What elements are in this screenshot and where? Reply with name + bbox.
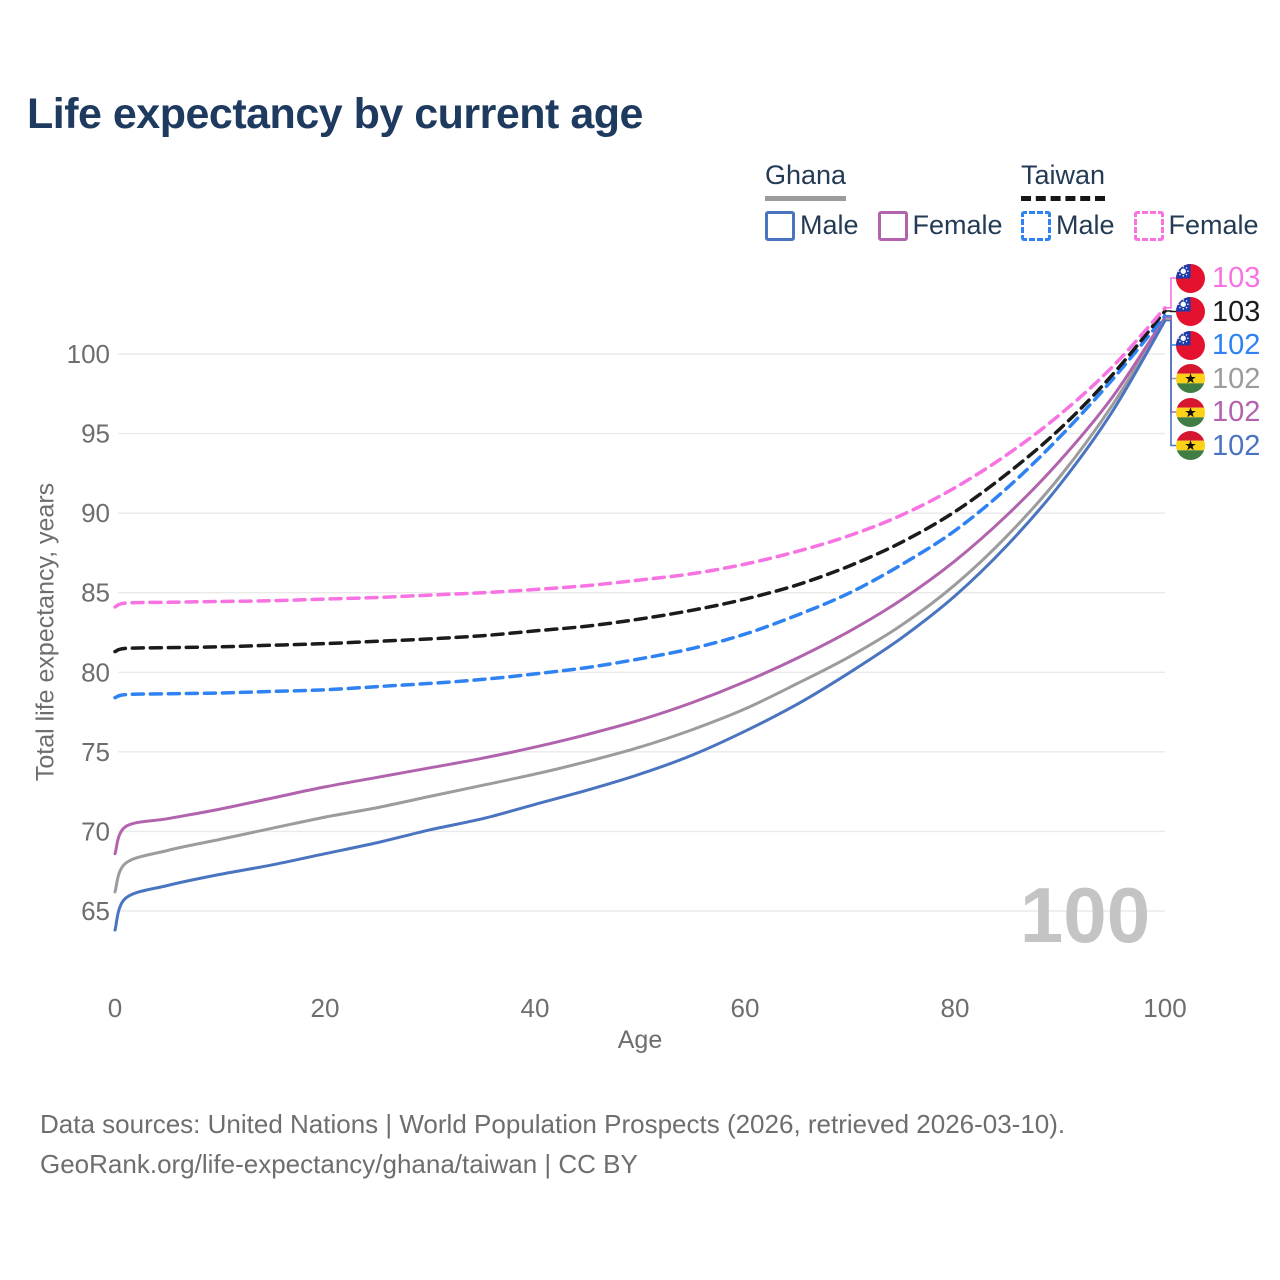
legend-swatch-taiwan-male[interactable] [1021, 210, 1051, 241]
series-line-ghana_male[interactable] [113, 319, 1167, 932]
taiwan-flag-icon [1176, 330, 1205, 360]
end-label-ghana_female: 102 [1176, 397, 1260, 427]
x-tick-label: 100 [1143, 993, 1186, 1023]
y-tick-label: 95 [81, 419, 110, 449]
legend-group-ghana: Ghana Male Female [765, 160, 1022, 241]
end-label-value: 102 [1212, 362, 1261, 395]
legend-row-taiwan: Male Female [1021, 210, 1278, 241]
x-tick-label: 80 [941, 993, 970, 1023]
taiwan-flag-icon [1176, 297, 1205, 326]
legend-label-ghana-female[interactable]: Female [912, 210, 1003, 240]
footer-attribution-line: GeoRank.org/life-expectancy/ghana/taiwan… [40, 1149, 638, 1179]
end-label-taiwan_female: 103 [1176, 263, 1260, 293]
series-line-taiwan_female[interactable] [113, 306, 1167, 609]
ghana-flag-icon [1176, 431, 1205, 460]
y-tick-label: 90 [81, 498, 110, 528]
end-label-ghana_male: 102 [1176, 431, 1260, 461]
end-label-value: 103 [1212, 262, 1261, 294]
end-label-taiwan_male: 102 [1176, 330, 1260, 360]
series-line-ghana_female[interactable] [113, 315, 1167, 856]
legend-group-taiwan: Taiwan Male Female [1021, 160, 1278, 241]
x-tick-label: 0 [108, 993, 122, 1023]
age-cursor-watermark: 100 [1019, 871, 1151, 959]
y-tick-label: 85 [81, 578, 110, 608]
ghana-flag-icon [1176, 397, 1205, 427]
y-tick-label: 100 [67, 339, 110, 369]
x-tick-label: 40 [521, 993, 550, 1023]
y-tick-label: 80 [81, 657, 110, 687]
end-label-ghana: 102 [1176, 364, 1260, 394]
end-label-value: 102 [1212, 429, 1261, 462]
legend: Ghana Male Female Taiwan Male Female [0, 160, 1280, 241]
x-axis-title: Age [617, 1026, 663, 1054]
y-tick-label: 70 [81, 816, 110, 846]
legend-swatch-ghana-male[interactable] [765, 210, 795, 241]
x-tick-label: 60 [731, 993, 760, 1023]
ghana-flag-icon [1176, 364, 1205, 393]
end-label-value: 102 [1212, 329, 1261, 361]
legend-country-taiwan[interactable]: Taiwan [1021, 160, 1106, 201]
footer-source-line: Data sources: United Nations | World Pop… [40, 1109, 1066, 1139]
legend-label-taiwan-female[interactable]: Female [1168, 210, 1259, 240]
end-label-value: 103 [1212, 295, 1261, 328]
end-label-value: 102 [1212, 396, 1261, 428]
series-line-ghana[interactable] [113, 317, 1167, 894]
page-title: Life expectancy by current age [27, 90, 643, 138]
legend-label-taiwan-male[interactable]: Male [1056, 210, 1115, 240]
legend-swatch-taiwan-female[interactable] [1133, 210, 1164, 241]
taiwan-flag-icon [1176, 263, 1205, 293]
x-tick-label: 20 [311, 993, 340, 1023]
footer: Data sources: United Nations | World Pop… [40, 1104, 1065, 1184]
legend-swatch-ghana-female[interactable] [877, 210, 908, 241]
end-label-taiwan: 103 [1176, 297, 1260, 327]
y-axis-title: Total life expectancy, years [31, 482, 60, 782]
end-label-connector [1165, 277, 1177, 309]
y-tick-label: 75 [81, 737, 110, 767]
end-label-connector [1165, 310, 1177, 313]
end-label-connector [1165, 319, 1177, 447]
legend-label-ghana-male[interactable]: Male [800, 210, 859, 240]
series-line-taiwan[interactable] [113, 309, 1167, 654]
legend-country-ghana[interactable]: Ghana [765, 160, 847, 201]
legend-row-ghana: Male Female [765, 210, 1022, 241]
series-line-taiwan_male[interactable] [113, 314, 1167, 700]
y-tick-label: 65 [81, 896, 110, 926]
